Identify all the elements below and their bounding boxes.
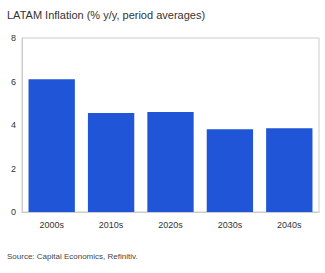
svg-text:LATAM Inflation (% y/y, period: LATAM Inflation (% y/y, period averages) — [7, 9, 205, 21]
svg-text:2030s: 2030s — [218, 220, 243, 230]
svg-text:2010s: 2010s — [99, 220, 124, 230]
svg-text:0: 0 — [11, 207, 16, 217]
svg-text:2: 2 — [11, 164, 16, 174]
svg-text:2040s: 2040s — [277, 220, 302, 230]
svg-text:8: 8 — [11, 33, 16, 43]
svg-text:Source: Capital Economics, Ref: Source: Capital Economics, Refinitiv. — [7, 252, 138, 261]
svg-text:6: 6 — [11, 77, 16, 87]
svg-text:4: 4 — [11, 120, 16, 130]
svg-text:2000s: 2000s — [39, 220, 64, 230]
svg-text:2020s: 2020s — [158, 220, 183, 230]
